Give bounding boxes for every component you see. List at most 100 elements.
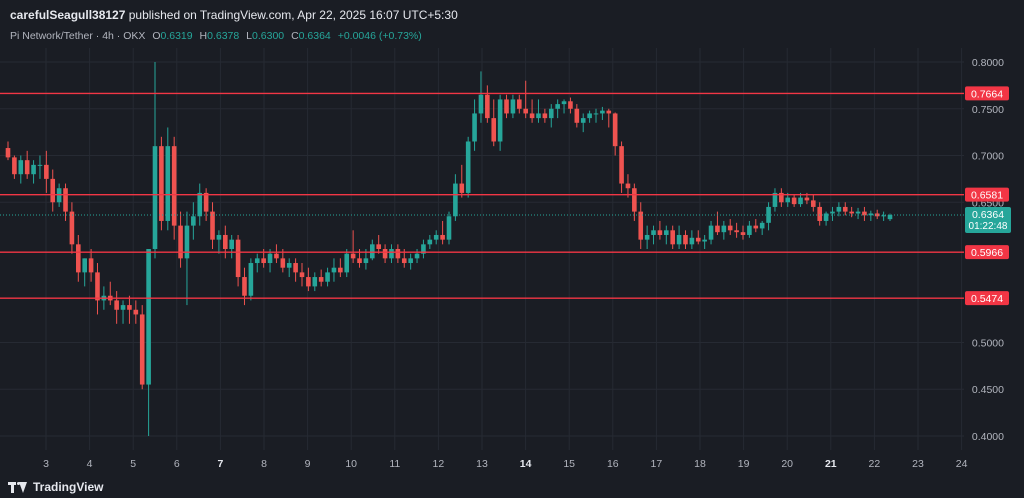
x-tick-label: 14 [520, 458, 532, 470]
candle [664, 225, 669, 245]
candle-body [798, 197, 803, 205]
open-value: 0.6319 [160, 30, 193, 42]
candle-body [389, 249, 394, 259]
brand-label: TradingView [33, 480, 104, 494]
candle-body [478, 94, 484, 114]
level-price-tag [965, 86, 1009, 101]
candle-body [695, 237, 701, 242]
publisher-username[interactable]: carefulSeagull38127 [10, 8, 126, 22]
candle [881, 211, 886, 221]
candle-body [619, 146, 624, 184]
candle-body [76, 244, 81, 273]
tradingview-brand[interactable]: TradingView [8, 480, 103, 494]
candle [127, 295, 132, 324]
candle [325, 267, 330, 287]
candle [842, 202, 848, 216]
candle-body [293, 263, 298, 273]
candle-body [318, 277, 324, 282]
candle-body [881, 215, 886, 217]
candle-body [868, 213, 874, 216]
candle [510, 94, 516, 119]
candle-body [69, 211, 75, 245]
candle-body [855, 211, 861, 214]
candle-body [306, 277, 311, 287]
candle [370, 239, 375, 261]
x-tick-label: 24 [956, 458, 968, 470]
candle-body [644, 234, 650, 240]
x-tick-label: 20 [781, 458, 793, 470]
candle [95, 263, 100, 315]
candle-body [510, 99, 516, 114]
candle [69, 202, 75, 254]
candle-body [286, 263, 292, 268]
candle-body [165, 146, 171, 221]
candle-body [670, 230, 675, 245]
candle-body [5, 148, 11, 158]
candle-body [203, 192, 209, 212]
candle [350, 230, 356, 264]
candle [759, 220, 765, 235]
candle [491, 99, 497, 147]
candle-body [779, 192, 784, 203]
candle-body [440, 234, 445, 240]
candle [855, 207, 861, 220]
x-tick-label: 21 [825, 458, 837, 470]
candle-body [529, 113, 535, 119]
candle-body [772, 192, 778, 207]
candle [446, 211, 452, 245]
close-label: C [291, 30, 299, 42]
candle-body [849, 211, 854, 214]
candle [203, 188, 209, 221]
candle-body [497, 99, 503, 142]
candle-body [804, 197, 810, 201]
candle [165, 127, 171, 231]
candle-body [823, 213, 829, 221]
candle-body [472, 113, 477, 142]
y-tick-label: 0.7500 [972, 104, 1004, 116]
candle [727, 219, 733, 235]
candle-body [491, 118, 497, 142]
candle-body [651, 230, 656, 235]
candle-body [574, 108, 580, 123]
candle-body [561, 101, 567, 105]
candle-body [874, 213, 880, 217]
candle [887, 213, 893, 221]
level-price-label: 0.5474 [971, 293, 1003, 305]
candle-body [785, 197, 791, 203]
y-tick-label: 0.5000 [972, 337, 1004, 349]
candle-body [485, 94, 490, 119]
candle [472, 99, 477, 151]
close-value: 0.6364 [298, 30, 331, 42]
candle [708, 220, 714, 245]
symbol-label[interactable]: Pi Network/Tether · 4h · OKX [10, 30, 146, 42]
candle-body [139, 314, 145, 385]
candle-body [242, 277, 247, 296]
candle [536, 99, 541, 123]
candle-body [229, 239, 234, 249]
candle-body [31, 164, 36, 175]
x-tick-label: 15 [563, 458, 575, 470]
candle [235, 234, 241, 287]
candle [772, 188, 778, 212]
candle [76, 234, 81, 282]
candle [779, 188, 784, 207]
low-value: 0.6300 [252, 30, 285, 42]
candle [274, 244, 279, 264]
candle [24, 150, 30, 179]
candle [548, 104, 554, 128]
candle-body [536, 113, 541, 119]
candle-body [120, 305, 126, 310]
candle [868, 210, 874, 221]
candle-body [267, 253, 273, 264]
open-label: O [152, 30, 161, 42]
candle-body [12, 157, 17, 175]
candle-body [159, 146, 164, 221]
candle-body [683, 234, 688, 245]
candle [695, 230, 701, 245]
candle [306, 267, 311, 292]
candle [644, 225, 650, 249]
candle [210, 202, 215, 249]
candle-body [280, 258, 286, 268]
candle [178, 211, 183, 268]
